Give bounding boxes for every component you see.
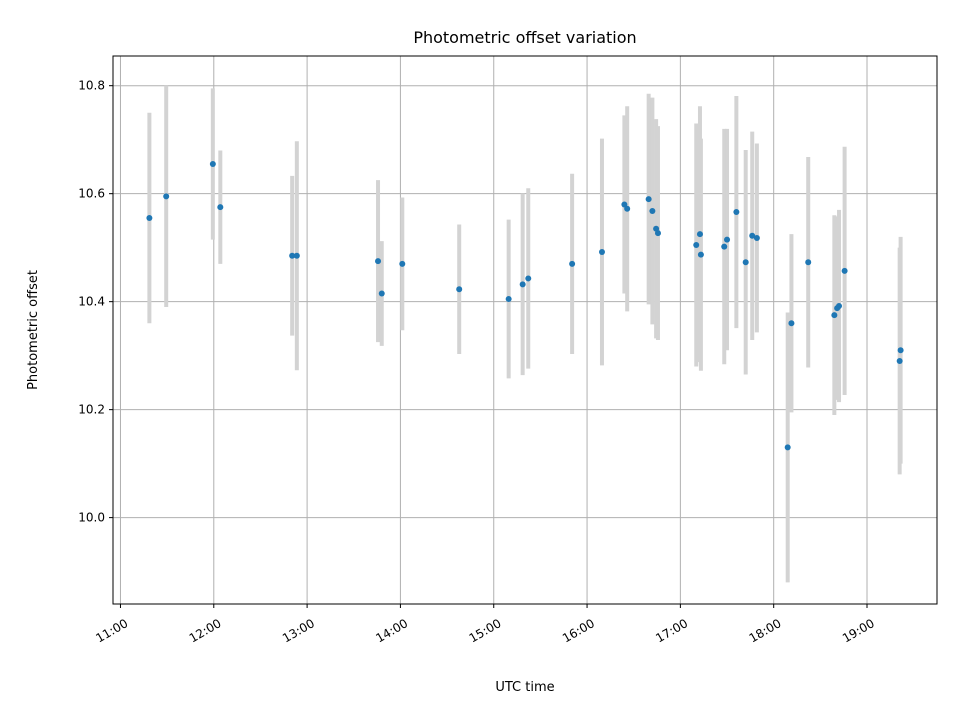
- x-axis-label: UTC time: [495, 680, 554, 695]
- data-point: [217, 204, 224, 211]
- data-point: [293, 252, 300, 259]
- data-point: [693, 241, 700, 248]
- data-point: [784, 444, 791, 451]
- data-point: [624, 205, 631, 212]
- data-point: [505, 295, 512, 302]
- data-point: [831, 312, 838, 319]
- data-point: [598, 248, 605, 255]
- y-axis-label: Photometric offset: [26, 270, 41, 390]
- data-points: [146, 160, 904, 451]
- data-point: [654, 230, 661, 237]
- data-point: [721, 243, 728, 250]
- data-point: [146, 214, 153, 221]
- y-tick-label: 10.0: [78, 511, 105, 525]
- data-point: [897, 347, 904, 354]
- data-point: [749, 232, 756, 239]
- data-point: [289, 252, 296, 259]
- data-point: [788, 320, 795, 327]
- data-point: [805, 259, 812, 266]
- data-point: [753, 234, 760, 241]
- data-point: [649, 207, 656, 214]
- data-point: [456, 286, 463, 293]
- data-point: [696, 231, 703, 238]
- data-point: [896, 358, 903, 365]
- data-point: [378, 290, 385, 297]
- chart-title: Photometric offset variation: [413, 28, 636, 47]
- data-point: [742, 259, 749, 266]
- data-point: [733, 209, 740, 216]
- y-tick-label: 10.4: [78, 295, 105, 309]
- y-tick-label: 10.8: [78, 79, 105, 93]
- data-point: [697, 251, 704, 258]
- data-point: [841, 267, 848, 274]
- data-point: [621, 201, 628, 208]
- data-point: [399, 260, 406, 267]
- plot-frame: [112, 55, 938, 605]
- data-point: [209, 160, 216, 167]
- data-point: [163, 193, 170, 200]
- grid-lines: [113, 56, 937, 604]
- data-point: [375, 258, 382, 265]
- y-axis-ticks: 10.0 10.2 10.4 10.6 10.8: [78, 79, 113, 525]
- data-point: [525, 275, 532, 282]
- y-tick-label: 10.6: [78, 187, 105, 201]
- data-point: [569, 260, 576, 267]
- data-point: [519, 281, 526, 288]
- data-point: [724, 236, 731, 243]
- y-tick-label: 10.2: [78, 403, 105, 417]
- data-point: [836, 302, 843, 309]
- data-point: [645, 196, 652, 203]
